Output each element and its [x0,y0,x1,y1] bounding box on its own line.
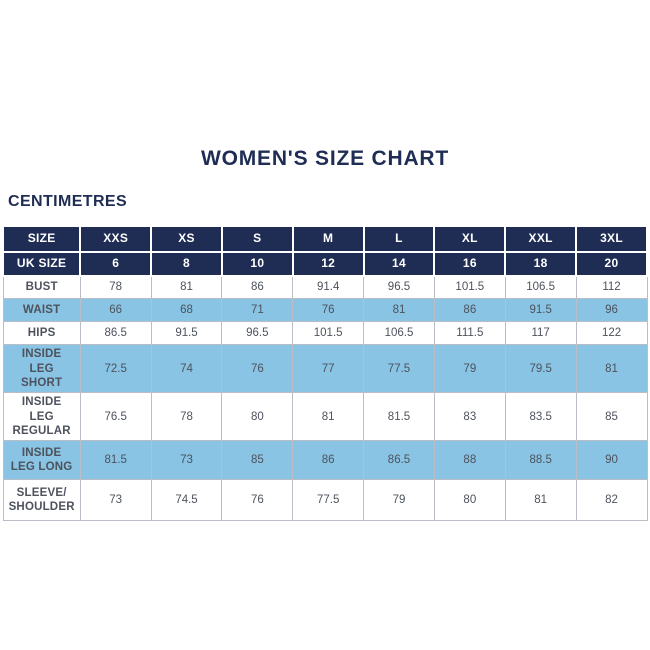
measurement-value: 122 [575,321,648,346]
measurement-value: 74.5 [150,479,223,522]
measurement-value: 80 [433,479,506,522]
unit-label: CENTIMETRES [8,193,128,211]
measurement-value: 112 [575,275,648,300]
measurement-value: 83 [433,392,506,442]
column-header-3: S [220,224,294,253]
measurement-value: 81 [504,479,577,522]
measurement-value: 88 [433,440,506,481]
measurement-value: 76.5 [79,392,152,442]
column-header-8: 3XL [575,224,648,253]
measurement-value: 96 [575,298,648,323]
column-header-2: XS [150,224,223,253]
size-chart-body: SIZE XXS XS S M L XL XXL 3XL UK SIZE 6 8 10 12 14 16 18 2… [1,224,648,522]
measurement-row: BUST 78 81 86 91.4 96.5 101.5 106.5 112 [2,275,648,300]
measurement-value: 81.5 [79,440,152,481]
measurement-value: 101.5 [433,275,506,300]
measurement-value: 86 [433,298,506,323]
measurement-value: 91.5 [504,298,577,323]
measurement-value: 81 [363,298,435,323]
measurement-value: 74 [150,344,223,394]
measurement-value: 81 [292,392,365,442]
measurement-value: 85 [221,440,294,481]
uk-size-label: UK SIZE [1,250,82,277]
row-label: INSIDE LEG SHORT [2,344,81,394]
measurement-row: INSIDE LEG SHORT 72.5 74 76 77 77.5 79 79.5 81 [2,344,648,394]
measurement-value: 72.5 [79,344,152,394]
column-header-4: M [291,224,365,253]
measurement-value: 81 [150,275,223,300]
measurement-value: 81.5 [363,392,435,442]
measurement-value: 66 [79,298,152,323]
measurement-value: 76 [221,344,294,394]
measurement-value: 79.5 [504,344,577,394]
uk-size-value: 8 [150,250,223,277]
measurement-value: 106.5 [504,275,577,300]
measurement-value: 86 [221,275,294,300]
measurement-value: 86.5 [79,321,152,346]
measurement-value: 90 [575,440,648,481]
uk-size-value: 10 [220,250,294,277]
measurement-value: 80 [221,392,294,442]
uk-size-value: 18 [504,250,578,277]
row-label: INSIDE LEG REGULAR [2,392,81,442]
measurement-value: 79 [363,479,435,522]
measurement-value: 86.5 [363,440,435,481]
measurement-value: 101.5 [292,321,365,346]
measurement-value: 78 [150,392,223,442]
size-header-label: SIZE [1,224,82,253]
measurement-value: 82 [575,479,648,522]
measurement-value: 68 [150,298,223,323]
measurement-value: 76 [292,298,365,323]
page-title: WOMEN'S SIZE CHART [200,147,450,170]
measurement-value: 111.5 [433,321,506,346]
column-header-7: XXL [504,224,578,253]
measurement-value: 79 [433,344,506,394]
measurement-row: INSIDE LEG REGULAR 76.5 78 80 81 81.5 83 83.5 85 [2,392,648,442]
uk-size-value: 16 [433,250,507,277]
measurement-row: INSIDE LEG LONG 81.5 73 85 86 86.5 88 88.5 90 [2,440,648,481]
measurement-value: 77 [292,344,365,394]
measurement-value: 91.4 [292,275,365,300]
measurement-value: 83.5 [504,392,577,442]
row-label: HIPS [2,321,81,346]
measurement-value: 73 [79,479,152,522]
measurement-value: 78 [79,275,152,300]
measurement-value: 86 [292,440,365,481]
column-header-6: XL [433,224,507,253]
row-label: SLEEVE/ SHOULDER [2,479,81,522]
column-header-5: L [362,224,436,253]
measurement-value: 76 [221,479,294,522]
measurement-value: 96.5 [363,275,435,300]
measurement-value: 91.5 [150,321,223,346]
measurement-value: 77.5 [363,344,435,394]
measurement-value: 77.5 [292,479,365,522]
measurement-value: 85 [575,392,648,442]
measurement-value: 117 [504,321,577,346]
uk-size-row: UK SIZE 6 8 10 12 14 16 18 20 [1,250,648,277]
row-label: WAIST [2,298,81,323]
uk-size-value: 20 [575,250,648,277]
measurement-value: 88.5 [504,440,577,481]
uk-size-value: 12 [291,250,365,277]
measurement-value: 71 [221,298,294,323]
measurement-row: SLEEVE/ SHOULDER 73 74.5 76 77.5 79 80 81 82 [2,479,648,522]
size-chart-table: SIZE XXS XS S M L XL XXL 3XL UK SIZE 6 8 10 12 14 16 18 2… [1,224,648,522]
measurement-row: HIPS 86.5 91.5 96.5 101.5 106.5 111.5 117 122 [2,321,648,346]
measurement-value: 81 [575,344,648,394]
row-label: BUST [2,275,81,300]
uk-size-value: 6 [79,250,153,277]
uk-size-value: 14 [362,250,436,277]
measurement-value: 106.5 [363,321,435,346]
measurement-row: WAIST 66 68 71 76 81 86 91.5 96 [2,298,648,323]
size-header-row: SIZE XXS XS S M L XL XXL 3XL [1,224,648,253]
measurement-value: 96.5 [221,321,294,346]
column-header-1: XXS [79,224,153,253]
row-label: INSIDE LEG LONG [2,440,81,481]
measurement-value: 73 [150,440,223,481]
